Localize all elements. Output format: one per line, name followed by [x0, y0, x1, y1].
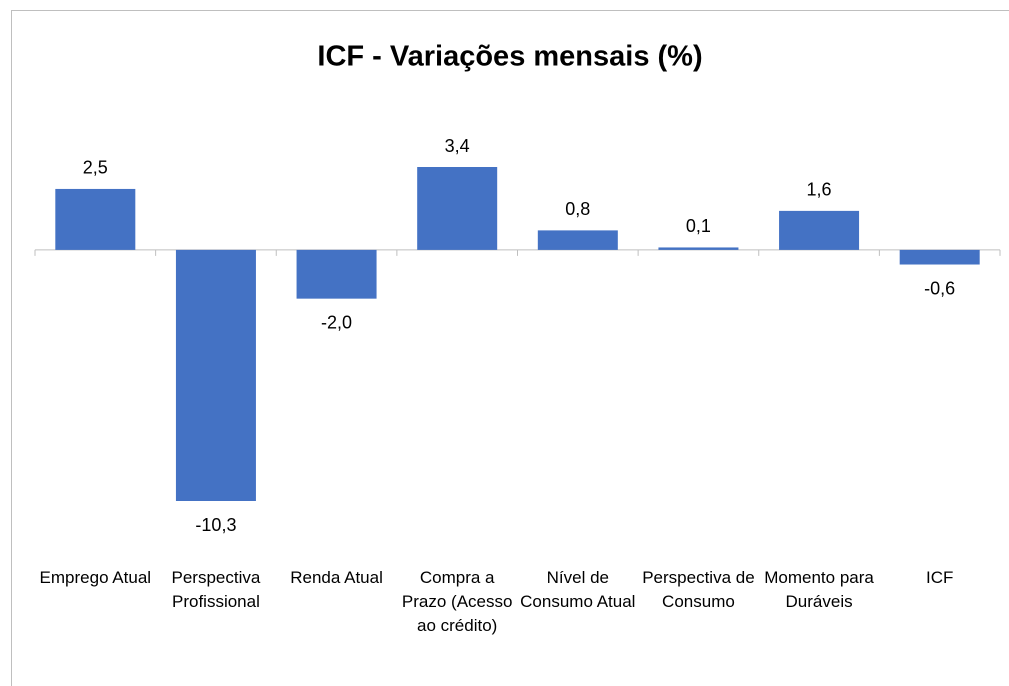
- x-tick-label: Perspectiva Profissional: [171, 568, 261, 611]
- value-label: 1,6: [807, 180, 832, 200]
- x-tick-label: ICF: [925, 568, 954, 587]
- value-label: -10,3: [195, 515, 236, 535]
- bar: [296, 249, 377, 299]
- value-label: 0,8: [565, 199, 590, 219]
- chart-border: [11, 10, 1009, 686]
- x-tick-label: Emprego Atual: [39, 568, 152, 587]
- bar: [175, 249, 256, 501]
- x-tick-label: Perspectiva de Consumo: [642, 568, 755, 611]
- value-label: 3,4: [445, 136, 470, 156]
- bar: [537, 230, 618, 250]
- value-label: 2,5: [83, 158, 108, 178]
- bar: [417, 167, 498, 250]
- x-tick-label: Nível de Consumo Atual: [520, 568, 636, 611]
- chart-title: ICF - Variações mensais (%): [317, 41, 702, 73]
- bar: [55, 188, 136, 250]
- bar: [779, 210, 860, 250]
- x-tick-label: Compra a Prazo (Acesso ao crédito): [401, 568, 513, 635]
- value-label: 0,1: [686, 216, 711, 236]
- x-tick-label: Renda Atual: [290, 568, 383, 587]
- value-label: -2,0: [321, 312, 352, 332]
- value-label: -0,6: [924, 278, 955, 298]
- bar: [899, 249, 980, 265]
- x-tick-label: Momento para Duráveis: [764, 568, 874, 611]
- bar: [658, 247, 739, 250]
